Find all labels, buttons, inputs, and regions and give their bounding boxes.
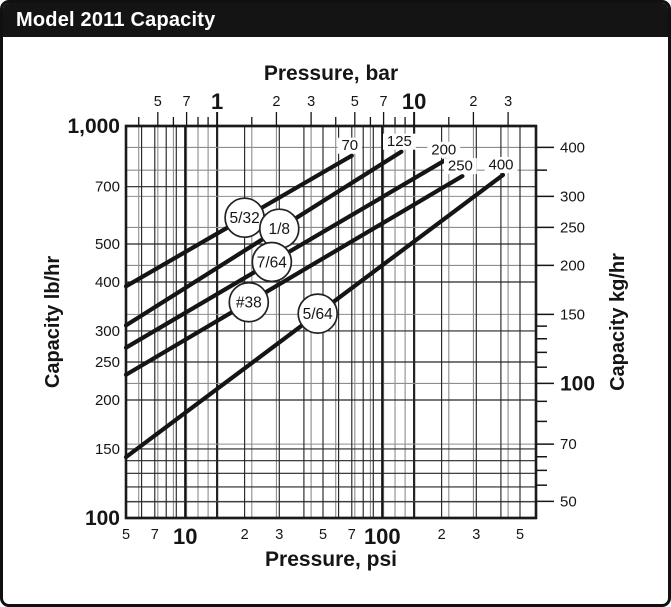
bar-tick-label: 2 (272, 94, 280, 110)
orifice-size-label: 7/64 (257, 254, 288, 271)
panel-title: Model 2011 Capacity (16, 8, 216, 31)
lb-tick-label: 100 (85, 507, 120, 530)
kg-tick-label: 250 (560, 219, 585, 236)
right-axis-title: Capacity kg/hr (607, 253, 629, 391)
orifice-circle (251, 241, 293, 283)
kg-tick-label: 100 (560, 372, 595, 395)
title-bar: Model 2011 Capacity (3, 3, 668, 37)
orifice-circle (228, 281, 270, 323)
kg-tick-label: 50 (560, 493, 577, 510)
bottom-axis-title: Pressure, psi (265, 548, 397, 571)
top-axis-title: Pressure, bar (264, 62, 398, 85)
curve-label-mask (427, 141, 461, 158)
lb-tick-label: 250 (95, 354, 120, 371)
curve-pressure-label: 200 (431, 141, 456, 158)
kg-tick-label: 70 (560, 436, 577, 453)
psi-tick-label: 3 (472, 527, 480, 543)
bar-tick-label: 7 (183, 94, 191, 110)
orifice-size-label: 5/64 (303, 306, 334, 323)
kg-tick-label: 150 (560, 306, 585, 323)
psi-tick-label: 3 (275, 527, 283, 543)
plot-frame (124, 124, 538, 520)
bar-tick-label: 2 (469, 94, 477, 110)
psi-tick-label: 10 (173, 524, 197, 549)
bar-tick-label: 10 (402, 89, 426, 114)
lb-tick-label: 150 (95, 441, 120, 458)
psi-tick-label: 7 (151, 527, 159, 543)
kg-tick-label: 300 (560, 188, 585, 205)
orifice-size-label: 1/8 (269, 221, 291, 238)
psi-tick-label: 2 (241, 527, 249, 543)
curve-pressure-label: 400 (489, 156, 514, 173)
orifice-size-label: 5/32 (230, 210, 260, 227)
psi-tick-label: 5 (122, 527, 130, 543)
lb-tick-label: 300 (95, 323, 120, 340)
curve-pressure-label: 125 (387, 133, 412, 150)
psi-tick-label: 2 (438, 527, 446, 543)
kg-tick-label: 200 (560, 257, 585, 274)
psi-tick-label: 7 (348, 527, 356, 543)
lb-tick-label: 700 (95, 179, 120, 196)
lb-tick-label: 200 (95, 392, 120, 409)
lb-tick-label: 400 (95, 274, 120, 291)
curve-pressure-label: 250 (448, 158, 473, 175)
bar-tick-label: 1 (211, 89, 223, 114)
orifice-markers: 70 5/32 125 1/8 200 7/64 250 #38 400 5/64 (224, 133, 518, 335)
psi-tick-label: 100 (364, 524, 401, 549)
capacity-chart: 5 7 1 2 3 5 7 10 2 3 Pressure, bar 5 7 10 2 3 5 7 100 2 3 5 Pr… (42, 62, 629, 571)
bar-tick-label: 5 (154, 94, 162, 110)
orifice-circle (297, 293, 339, 335)
curve-label-mask (443, 158, 477, 175)
lb-tick-label: 1,000 (67, 115, 120, 138)
orifice-size-label: #38 (236, 295, 262, 312)
bar-tick-label: 3 (504, 94, 512, 110)
axes: 5 7 1 2 3 5 7 10 2 3 Pressure, bar 5 7 10 2 3 5 7 100 2 3 5 Pr… (42, 62, 629, 571)
bar-tick-label: 5 (351, 94, 359, 110)
bar-tick-label: 7 (380, 94, 388, 110)
capacity-curve-#38 (123, 174, 465, 377)
curve-label-mask (484, 156, 518, 173)
curve-label-mask (382, 133, 416, 150)
lb-tick-label: 500 (95, 236, 120, 253)
kg-tick-label: 400 (560, 139, 585, 156)
curve-pressure-label: 70 (341, 137, 358, 154)
curve-label-mask (337, 137, 362, 154)
psi-tick-label: 5 (319, 527, 327, 543)
bar-tick-label: 3 (307, 94, 315, 110)
left-axis-title: Capacity lb/hr (42, 256, 64, 388)
psi-tick-label: 5 (516, 527, 524, 543)
